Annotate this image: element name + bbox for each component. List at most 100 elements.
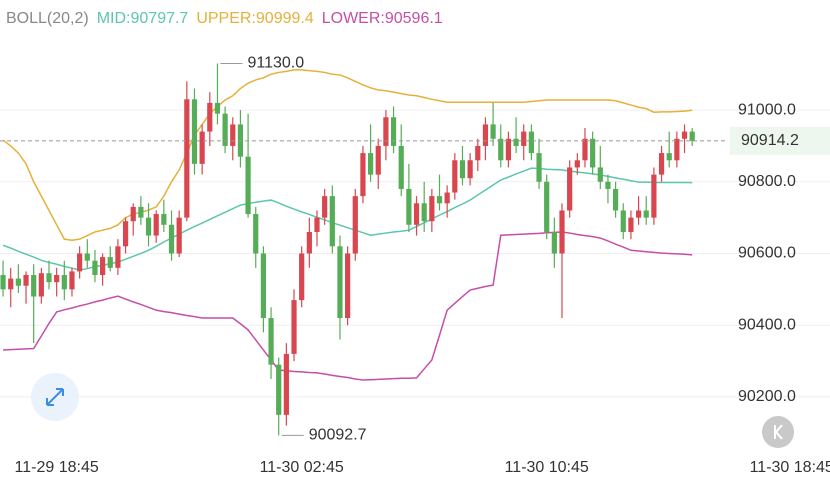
candle-body [0,275,6,290]
candle-body [291,300,297,354]
candle-body [299,253,305,301]
y-tick-label: 90800.0 [738,173,796,190]
candle-body [620,210,626,232]
candle-body [306,231,312,254]
candle-body [77,253,83,272]
candle-body [482,124,489,146]
candle-body [559,210,565,254]
candle-body [590,138,596,168]
candle-body [99,257,106,276]
candle-body [222,113,228,146]
candle-body [613,188,619,211]
high-annotation: 91130.0 [247,55,304,72]
candle-body [145,217,152,236]
candle-body [138,206,144,218]
candle-body [38,273,44,297]
candle-body [207,102,213,132]
candle-body [528,131,534,154]
candle-body [337,246,343,319]
candle-body [367,153,374,175]
x-tick-label: 11-30 18:45 [750,459,830,476]
x-tick-label: 11-30 10:45 [505,459,589,476]
candle-body [230,124,236,146]
candle-body [168,224,175,254]
candle-body [521,131,527,146]
candle-body [314,217,320,232]
candle-body [31,275,37,297]
candle-body [383,117,389,146]
y-tick-label: 90600.0 [738,245,796,262]
legend-upper: UPPER:90999.4 [196,10,314,27]
candle-body [176,217,182,254]
expand-icon [46,388,64,406]
candle-body [505,138,512,161]
band-line [2,69,693,241]
x-tick-label: 11-30 02:45 [260,459,344,476]
candle-body [398,145,404,189]
candle-body [268,318,274,365]
candle-body [115,246,121,268]
candle-body [375,145,381,175]
candle-body [444,192,450,204]
candle-body [498,138,504,161]
candle-body [406,188,412,225]
candle-body [253,214,259,254]
y-tick-label: 90400.0 [738,316,796,333]
candle-body [551,231,557,254]
candle-body [260,253,266,319]
legend: BOLL(20,2) MID:90797.7 UPPER:90999.4 LOWER:… [6,10,443,27]
candle-body [674,138,680,161]
candle-body [191,99,198,164]
y-tick-label: 90200.0 [738,388,796,405]
candle-body [681,131,688,139]
candle-body [490,124,496,139]
candle-body [8,278,14,290]
candle-body [54,275,60,283]
reset-circle[interactable] [762,416,794,448]
candle-body [452,160,458,193]
candle-body [459,160,466,179]
candle-body [352,196,358,254]
candle-body [475,145,481,161]
candle-body [597,167,603,182]
last-price-label: 90914.2 [741,132,799,149]
legend-mid: MID:90797.7 [97,10,189,27]
candle-body [390,117,397,146]
candle-body [360,153,366,197]
candle-body [574,160,580,168]
band-line [3,231,693,381]
reset-icon [774,424,783,440]
legend-lower: LOWER:90596.1 [322,10,443,27]
candle-body [467,160,473,179]
candle-body [23,275,29,286]
expand-button[interactable] [31,373,79,421]
candle-body [15,278,21,286]
candle-body [329,196,335,247]
candle-body [130,206,136,222]
candle-body [199,131,205,164]
candle-body [92,260,98,276]
candle-body [161,214,167,225]
candle-body [421,203,427,222]
candle-body [322,196,328,218]
candle-body [184,99,190,218]
candle-body [689,131,695,141]
candle-body [413,203,420,225]
candle-body [276,364,282,415]
last-price-box [730,126,830,155]
candle-body [84,253,90,261]
candle-body [245,156,251,215]
x-tick-label: 11-29 18:45 [15,459,99,476]
reset-button[interactable] [762,416,794,448]
candle-body [651,174,657,218]
candle-body [61,275,67,290]
candle-body [345,253,351,319]
candle-body [436,196,443,204]
plot: 90200.0 90400.0 90600.0 90800.0 91000.0 11-29… [0,55,830,476]
candle-body [69,271,75,290]
candle-body [214,102,221,114]
indicator-name: BOLL(20,2) [6,10,89,27]
candle-body [153,214,159,236]
candle-body [628,217,634,232]
